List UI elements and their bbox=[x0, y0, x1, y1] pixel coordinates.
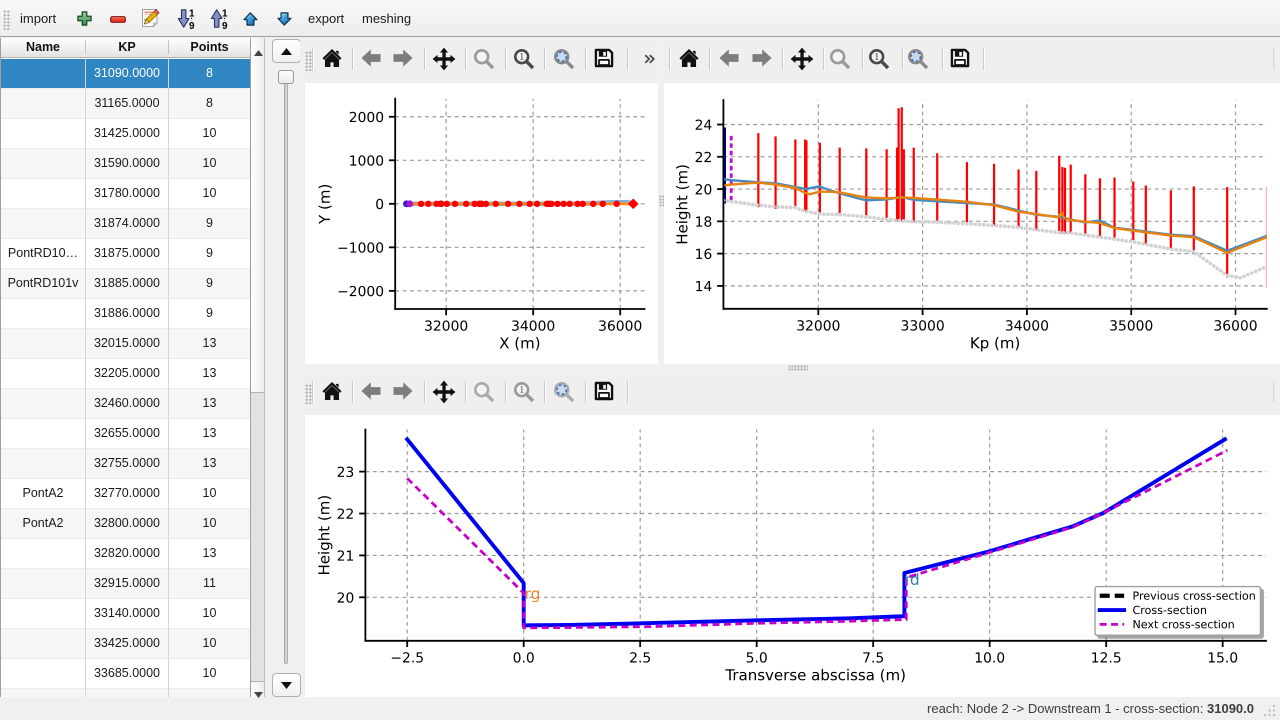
svg-text:1: 1 bbox=[519, 385, 524, 396]
svg-text:1: 1 bbox=[519, 52, 524, 63]
svg-text:1: 1 bbox=[189, 9, 195, 20]
svg-text:9: 9 bbox=[189, 21, 195, 29]
svg-text:1: 1 bbox=[874, 52, 879, 63]
svg-text:9: 9 bbox=[222, 21, 228, 29]
svg-text:1: 1 bbox=[222, 9, 228, 20]
